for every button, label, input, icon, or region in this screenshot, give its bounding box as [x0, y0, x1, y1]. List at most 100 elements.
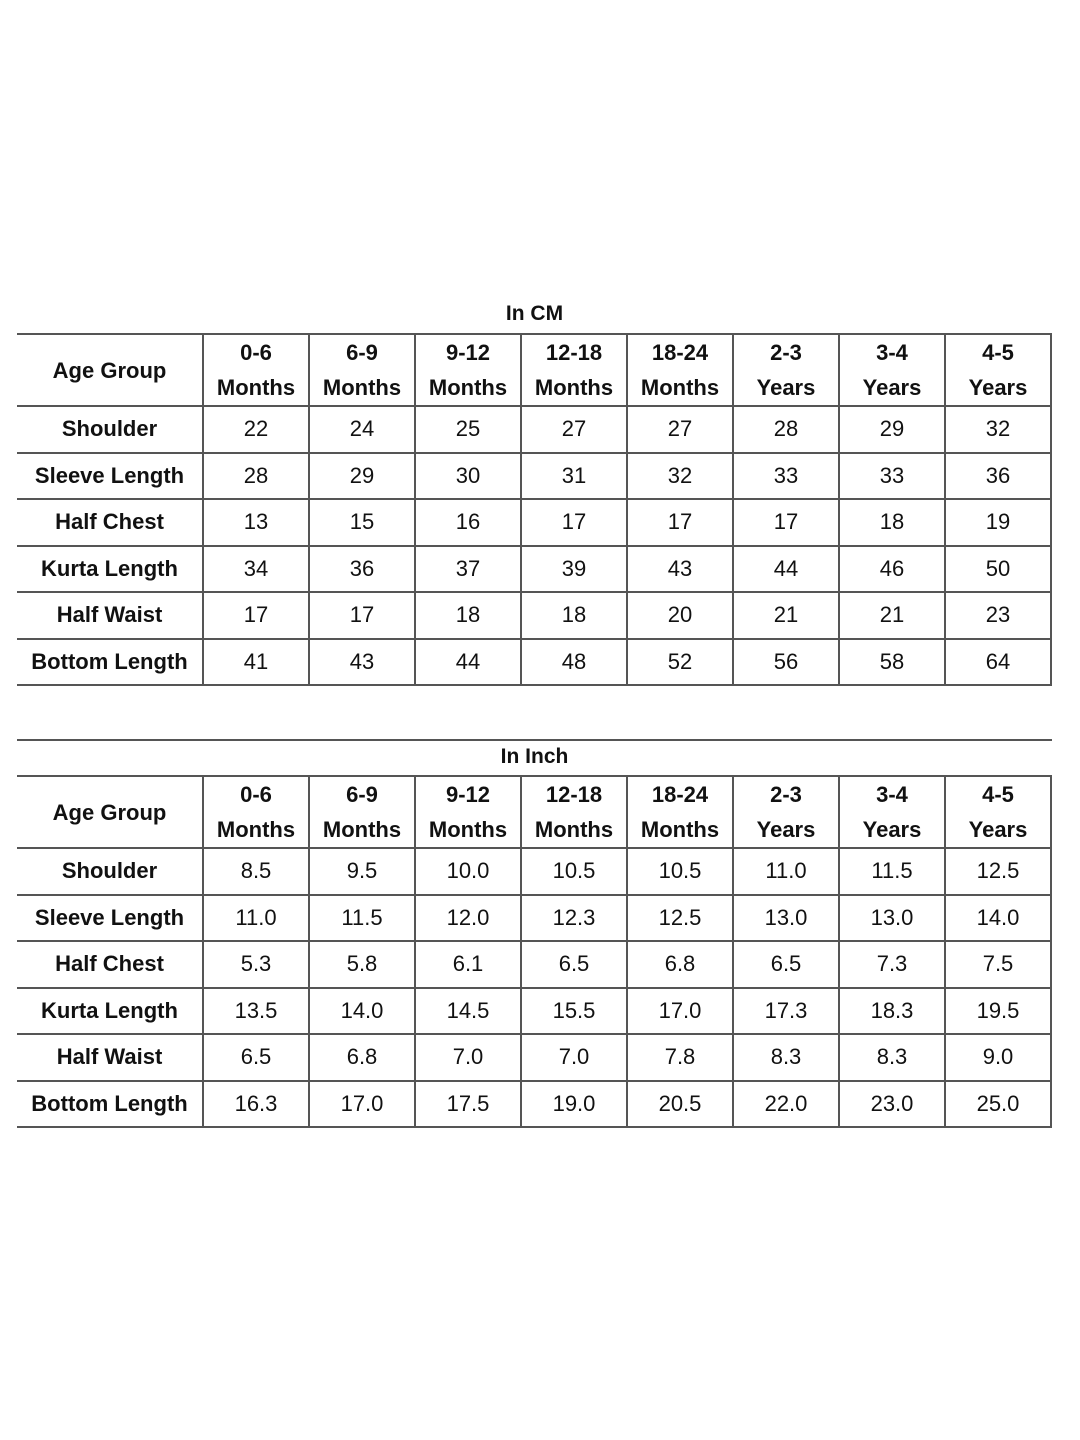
- age-column-header: 3-4 Years: [838, 775, 946, 849]
- measurement-value: 48: [520, 637, 628, 686]
- age-range: 9-12: [445, 782, 491, 807]
- measurement-value: 28: [202, 451, 310, 500]
- measurement-value: 58: [838, 637, 946, 686]
- age-unit: Months: [428, 375, 508, 400]
- inch-table-title: In Inch: [500, 745, 569, 768]
- measurement-value: 6.5: [202, 1033, 310, 1082]
- measurement-value: 13.5: [202, 986, 310, 1035]
- age-unit: Months: [216, 817, 296, 842]
- measurement-value: 6.1: [414, 940, 522, 989]
- measurement-value: 7.0: [414, 1033, 522, 1082]
- age-column-header: 3-4 Years: [838, 333, 946, 407]
- age-unit: Months: [322, 375, 402, 400]
- age-range: 3-4: [876, 340, 908, 365]
- measurement-label: Shoulder: [17, 847, 204, 896]
- table-row: Half Chest 5.3 5.8 6.1 6.5 6.8 6.5 7.3 7.5: [17, 940, 1052, 989]
- measurement-value: 37: [414, 544, 522, 593]
- measurement-value: 43: [626, 544, 734, 593]
- measurement-value: 17: [308, 591, 416, 640]
- measurement-value: 23.0: [838, 1079, 946, 1128]
- cm-size-table: Age Group 0-6 Months 6-9 Months 9-12 Months 12-…: [17, 333, 1052, 686]
- age-unit: Years: [756, 375, 816, 400]
- age-unit: Years: [756, 817, 816, 842]
- measurement-value: 16: [414, 498, 522, 547]
- age-range: 4-5: [982, 782, 1014, 807]
- measurement-value: 22: [202, 405, 310, 454]
- measurement-value: 10.5: [626, 847, 734, 896]
- age-range: 12-18: [545, 340, 603, 365]
- measurement-value: 20: [626, 591, 734, 640]
- measurement-value: 16.3: [202, 1079, 310, 1128]
- table-row: Sleeve Length 28 29 30 31 32 33 33 36: [17, 451, 1052, 500]
- measurement-value: 28: [732, 405, 840, 454]
- measurement-value: 5.8: [308, 940, 416, 989]
- measurement-value: 10.0: [414, 847, 522, 896]
- age-unit: Months: [640, 817, 720, 842]
- age-range: 0-6: [240, 782, 272, 807]
- measurement-label: Sleeve Length: [17, 893, 204, 942]
- measurement-value: 7.3: [838, 940, 946, 989]
- measurement-value: 44: [732, 544, 840, 593]
- age-column-header: 2-3 Years: [732, 775, 840, 849]
- measurement-value: 64: [944, 637, 1052, 686]
- measurement-value: 17: [202, 591, 310, 640]
- measurement-value: 6.5: [520, 940, 628, 989]
- measurement-value: 52: [626, 637, 734, 686]
- age-range: 2-3: [770, 340, 802, 365]
- table-row: Half Waist 17 17 18 18 20 21 21 23: [17, 591, 1052, 640]
- age-unit: Years: [968, 375, 1028, 400]
- measurement-value: 22.0: [732, 1079, 840, 1128]
- measurement-value: 9.0: [944, 1033, 1052, 1082]
- measurement-value: 21: [732, 591, 840, 640]
- measurement-label: Kurta Length: [17, 986, 204, 1035]
- measurement-value: 17.3: [732, 986, 840, 1035]
- measurement-value: 32: [626, 451, 734, 500]
- measurement-value: 31: [520, 451, 628, 500]
- measurement-value: 39: [520, 544, 628, 593]
- age-range: 18-24: [651, 340, 709, 365]
- measurement-value: 14.0: [944, 893, 1052, 942]
- table-row: Bottom Length 41 43 44 48 52 56 58 64: [17, 637, 1052, 686]
- measurement-value: 24: [308, 405, 416, 454]
- measurement-value: 17: [732, 498, 840, 547]
- measurement-value: 15: [308, 498, 416, 547]
- measurement-value: 13.0: [732, 893, 840, 942]
- measurement-value: 20.5: [626, 1079, 734, 1128]
- age-column-header: 0-6 Months: [202, 775, 310, 849]
- measurement-value: 29: [308, 451, 416, 500]
- age-range: 0-6: [240, 340, 272, 365]
- measurement-value: 36: [308, 544, 416, 593]
- measurement-value: 36: [944, 451, 1052, 500]
- age-range: 2-3: [770, 782, 802, 807]
- inch-size-table: Age Group 0-6 Months 6-9 Months 9-12 Months 12-…: [17, 775, 1052, 1128]
- measurement-value: 19: [944, 498, 1052, 547]
- age-range: 12-18: [545, 782, 603, 807]
- divider: [17, 739, 1052, 741]
- measurement-value: 11.0: [202, 893, 310, 942]
- measurement-value: 41: [202, 637, 310, 686]
- measurement-value: 18: [520, 591, 628, 640]
- measurement-value: 10.5: [520, 847, 628, 896]
- table-row: Bottom Length 16.3 17.0 17.5 19.0 20.5 22.0 23.…: [17, 1079, 1052, 1128]
- measurement-value: 30: [414, 451, 522, 500]
- age-column-header: 9-12 Months: [414, 333, 522, 407]
- age-column-header: 9-12 Months: [414, 775, 522, 849]
- measurement-value: 14.5: [414, 986, 522, 1035]
- age-range: 4-5: [982, 340, 1014, 365]
- measurement-value: 5.3: [202, 940, 310, 989]
- measurement-value: 13: [202, 498, 310, 547]
- measurement-value: 8.3: [732, 1033, 840, 1082]
- measurement-label: Half Waist: [17, 591, 204, 640]
- age-range: 6-9: [346, 340, 378, 365]
- measurement-value: 6.5: [732, 940, 840, 989]
- cm-table-title: In CM: [505, 302, 564, 325]
- measurement-value: 17.0: [308, 1079, 416, 1128]
- measurement-value: 56: [732, 637, 840, 686]
- age-unit: Months: [216, 375, 296, 400]
- age-range: 6-9: [346, 782, 378, 807]
- measurement-value: 21: [838, 591, 946, 640]
- age-column-header: 4-5 Years: [944, 333, 1052, 407]
- measurement-value: 23: [944, 591, 1052, 640]
- measurement-value: 19.5: [944, 986, 1052, 1035]
- measurement-value: 50: [944, 544, 1052, 593]
